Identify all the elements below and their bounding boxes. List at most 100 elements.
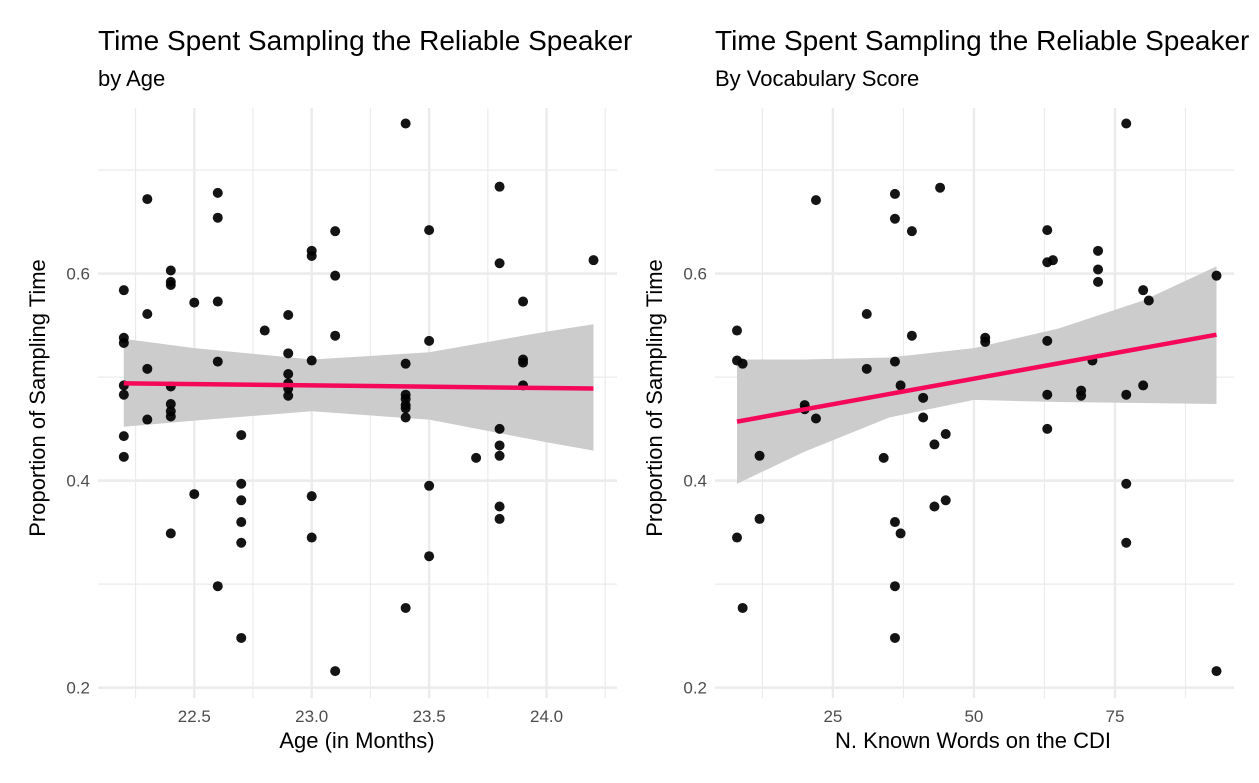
y-axis-label: Proportion of Sampling Time bbox=[642, 259, 667, 537]
data-point bbox=[906, 330, 917, 341]
regression-line bbox=[736, 332, 1217, 424]
data-point bbox=[1093, 264, 1104, 275]
data-point bbox=[861, 308, 872, 319]
data-point bbox=[400, 403, 411, 414]
data-point bbox=[330, 226, 341, 237]
data-point bbox=[142, 194, 153, 205]
data-point bbox=[118, 451, 129, 462]
data-point bbox=[236, 478, 247, 489]
x-tick-label: 23.5 bbox=[413, 707, 446, 726]
data-point bbox=[424, 335, 435, 346]
data-point bbox=[810, 195, 821, 206]
data-point bbox=[980, 336, 991, 347]
data-point bbox=[1042, 225, 1053, 236]
data-point bbox=[494, 513, 505, 524]
panel-title: Time Spent Sampling the Reliable Speaker bbox=[98, 25, 632, 56]
data-point bbox=[1138, 285, 1149, 296]
x-tick-label: 22.5 bbox=[178, 707, 211, 726]
x-tick-label: 23.0 bbox=[295, 707, 328, 726]
x-axis-label: Age (in Months) bbox=[279, 728, 434, 753]
data-point bbox=[895, 528, 906, 539]
data-point bbox=[494, 423, 505, 434]
data-point bbox=[889, 213, 900, 224]
data-point bbox=[861, 363, 872, 374]
y-tick-label: 0.4 bbox=[683, 472, 707, 491]
data-point bbox=[754, 513, 765, 524]
data-point bbox=[236, 632, 247, 643]
data-point bbox=[494, 440, 505, 451]
y-axis-label: Proportion of Sampling Time bbox=[25, 259, 50, 537]
data-point bbox=[118, 285, 129, 296]
y-tick-label: 0.4 bbox=[66, 472, 90, 491]
data-point bbox=[165, 528, 176, 539]
data-point bbox=[737, 358, 748, 369]
data-point bbox=[940, 495, 951, 506]
data-point bbox=[518, 296, 529, 307]
panel-age: Time Spent Sampling the Reliable Speaker… bbox=[25, 25, 632, 753]
data-point bbox=[588, 255, 599, 266]
data-point bbox=[236, 537, 247, 548]
data-point bbox=[118, 431, 129, 442]
data-point bbox=[142, 414, 153, 425]
data-point bbox=[518, 357, 529, 368]
data-point bbox=[895, 380, 906, 391]
data-point bbox=[1211, 666, 1222, 677]
x-tick-label: 25 bbox=[823, 707, 842, 726]
data-point bbox=[471, 452, 482, 463]
data-point bbox=[1211, 270, 1222, 281]
data-point bbox=[212, 356, 223, 367]
data-point bbox=[929, 501, 940, 512]
data-point bbox=[189, 297, 200, 308]
data-point bbox=[754, 450, 765, 461]
data-point bbox=[878, 452, 889, 463]
data-point bbox=[236, 430, 247, 441]
data-point bbox=[236, 495, 247, 506]
data-point bbox=[929, 439, 940, 450]
data-point bbox=[424, 551, 435, 562]
data-point bbox=[732, 532, 743, 543]
data-point bbox=[212, 296, 223, 307]
data-point bbox=[330, 330, 341, 341]
confidence-ribbon bbox=[737, 266, 1217, 484]
data-point bbox=[1121, 389, 1132, 400]
data-point bbox=[236, 517, 247, 528]
data-point bbox=[889, 356, 900, 367]
x-tick-label: 75 bbox=[1106, 707, 1125, 726]
data-point bbox=[494, 258, 505, 269]
y-tick-label: 0.2 bbox=[66, 679, 90, 698]
data-point bbox=[1042, 389, 1053, 400]
data-point bbox=[330, 270, 341, 281]
data-point bbox=[918, 392, 929, 403]
data-point bbox=[400, 602, 411, 613]
data-point bbox=[810, 413, 821, 424]
data-point bbox=[940, 429, 951, 440]
data-point bbox=[935, 182, 946, 193]
data-point bbox=[212, 581, 223, 592]
data-point bbox=[494, 450, 505, 461]
data-point bbox=[737, 602, 748, 613]
data-point bbox=[1042, 423, 1053, 434]
plot-area: 22.5 23.0 23.5 24.0 0.2 0.4 0.6 bbox=[66, 108, 617, 726]
data-point bbox=[306, 491, 317, 502]
data-point bbox=[142, 308, 153, 319]
data-point bbox=[1138, 380, 1149, 391]
x-axis-label: N. Known Words on the CDI bbox=[835, 728, 1111, 753]
data-point bbox=[1143, 295, 1154, 306]
data-point bbox=[1093, 276, 1104, 287]
data-point bbox=[212, 212, 223, 223]
y-tick-label: 0.2 bbox=[683, 679, 707, 698]
data-point bbox=[1121, 118, 1132, 129]
data-point bbox=[1047, 255, 1058, 266]
data-point bbox=[494, 501, 505, 512]
data-point bbox=[889, 188, 900, 199]
panel-vocabulary: Time Spent Sampling the Reliable Speaker… bbox=[642, 25, 1249, 753]
data-point bbox=[189, 489, 200, 500]
data-point bbox=[165, 399, 176, 410]
data-point bbox=[306, 355, 317, 366]
data-point bbox=[283, 369, 294, 380]
panel-subtitle: By Vocabulary Score bbox=[715, 66, 919, 91]
data-point bbox=[306, 532, 317, 543]
data-point bbox=[400, 118, 411, 129]
